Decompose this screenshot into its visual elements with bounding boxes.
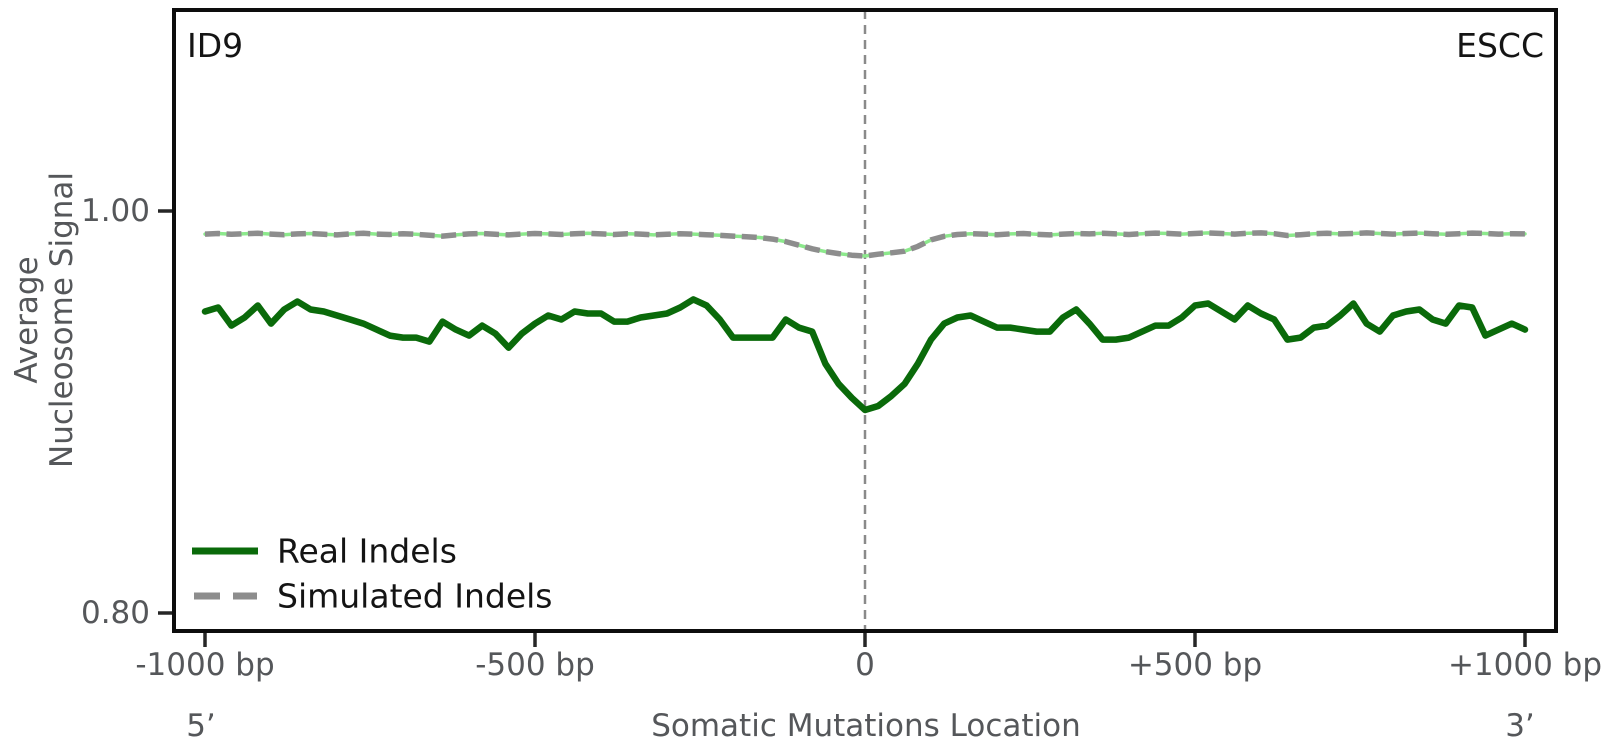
x-end-label-5prime: 5’ — [186, 708, 216, 744]
x-end-label-3prime: 3’ — [1505, 708, 1535, 744]
panel-label-right: ESCC — [1456, 26, 1544, 65]
y-tick-label: 1.00 — [81, 193, 150, 229]
legend-simulated-label: Simulated Indels — [277, 577, 553, 616]
y-axis-label-line1: Average — [9, 256, 45, 383]
x-axis-label: Somatic Mutations Location — [651, 708, 1081, 744]
plot-border — [172, 8, 1558, 633]
y-tick-label: 0.80 — [81, 595, 150, 631]
x-tick-label: +500 bp — [1128, 647, 1262, 683]
x-tick-label: -500 bp — [475, 647, 595, 683]
legend-real-label: Real Indels — [277, 532, 457, 571]
x-tick-label: +1000 bp — [1448, 647, 1602, 683]
y-axis-label-line2: Nucleosome Signal — [44, 172, 80, 468]
x-tick-label: 0 — [855, 647, 875, 683]
legend: Real Indels Simulated Indels — [192, 532, 553, 616]
real-indels-line — [201, 296, 1529, 414]
x-tick-label: -1000 bp — [135, 647, 274, 683]
simulated-indels-line — [204, 230, 1526, 259]
panel-label-left: ID9 — [187, 26, 243, 65]
